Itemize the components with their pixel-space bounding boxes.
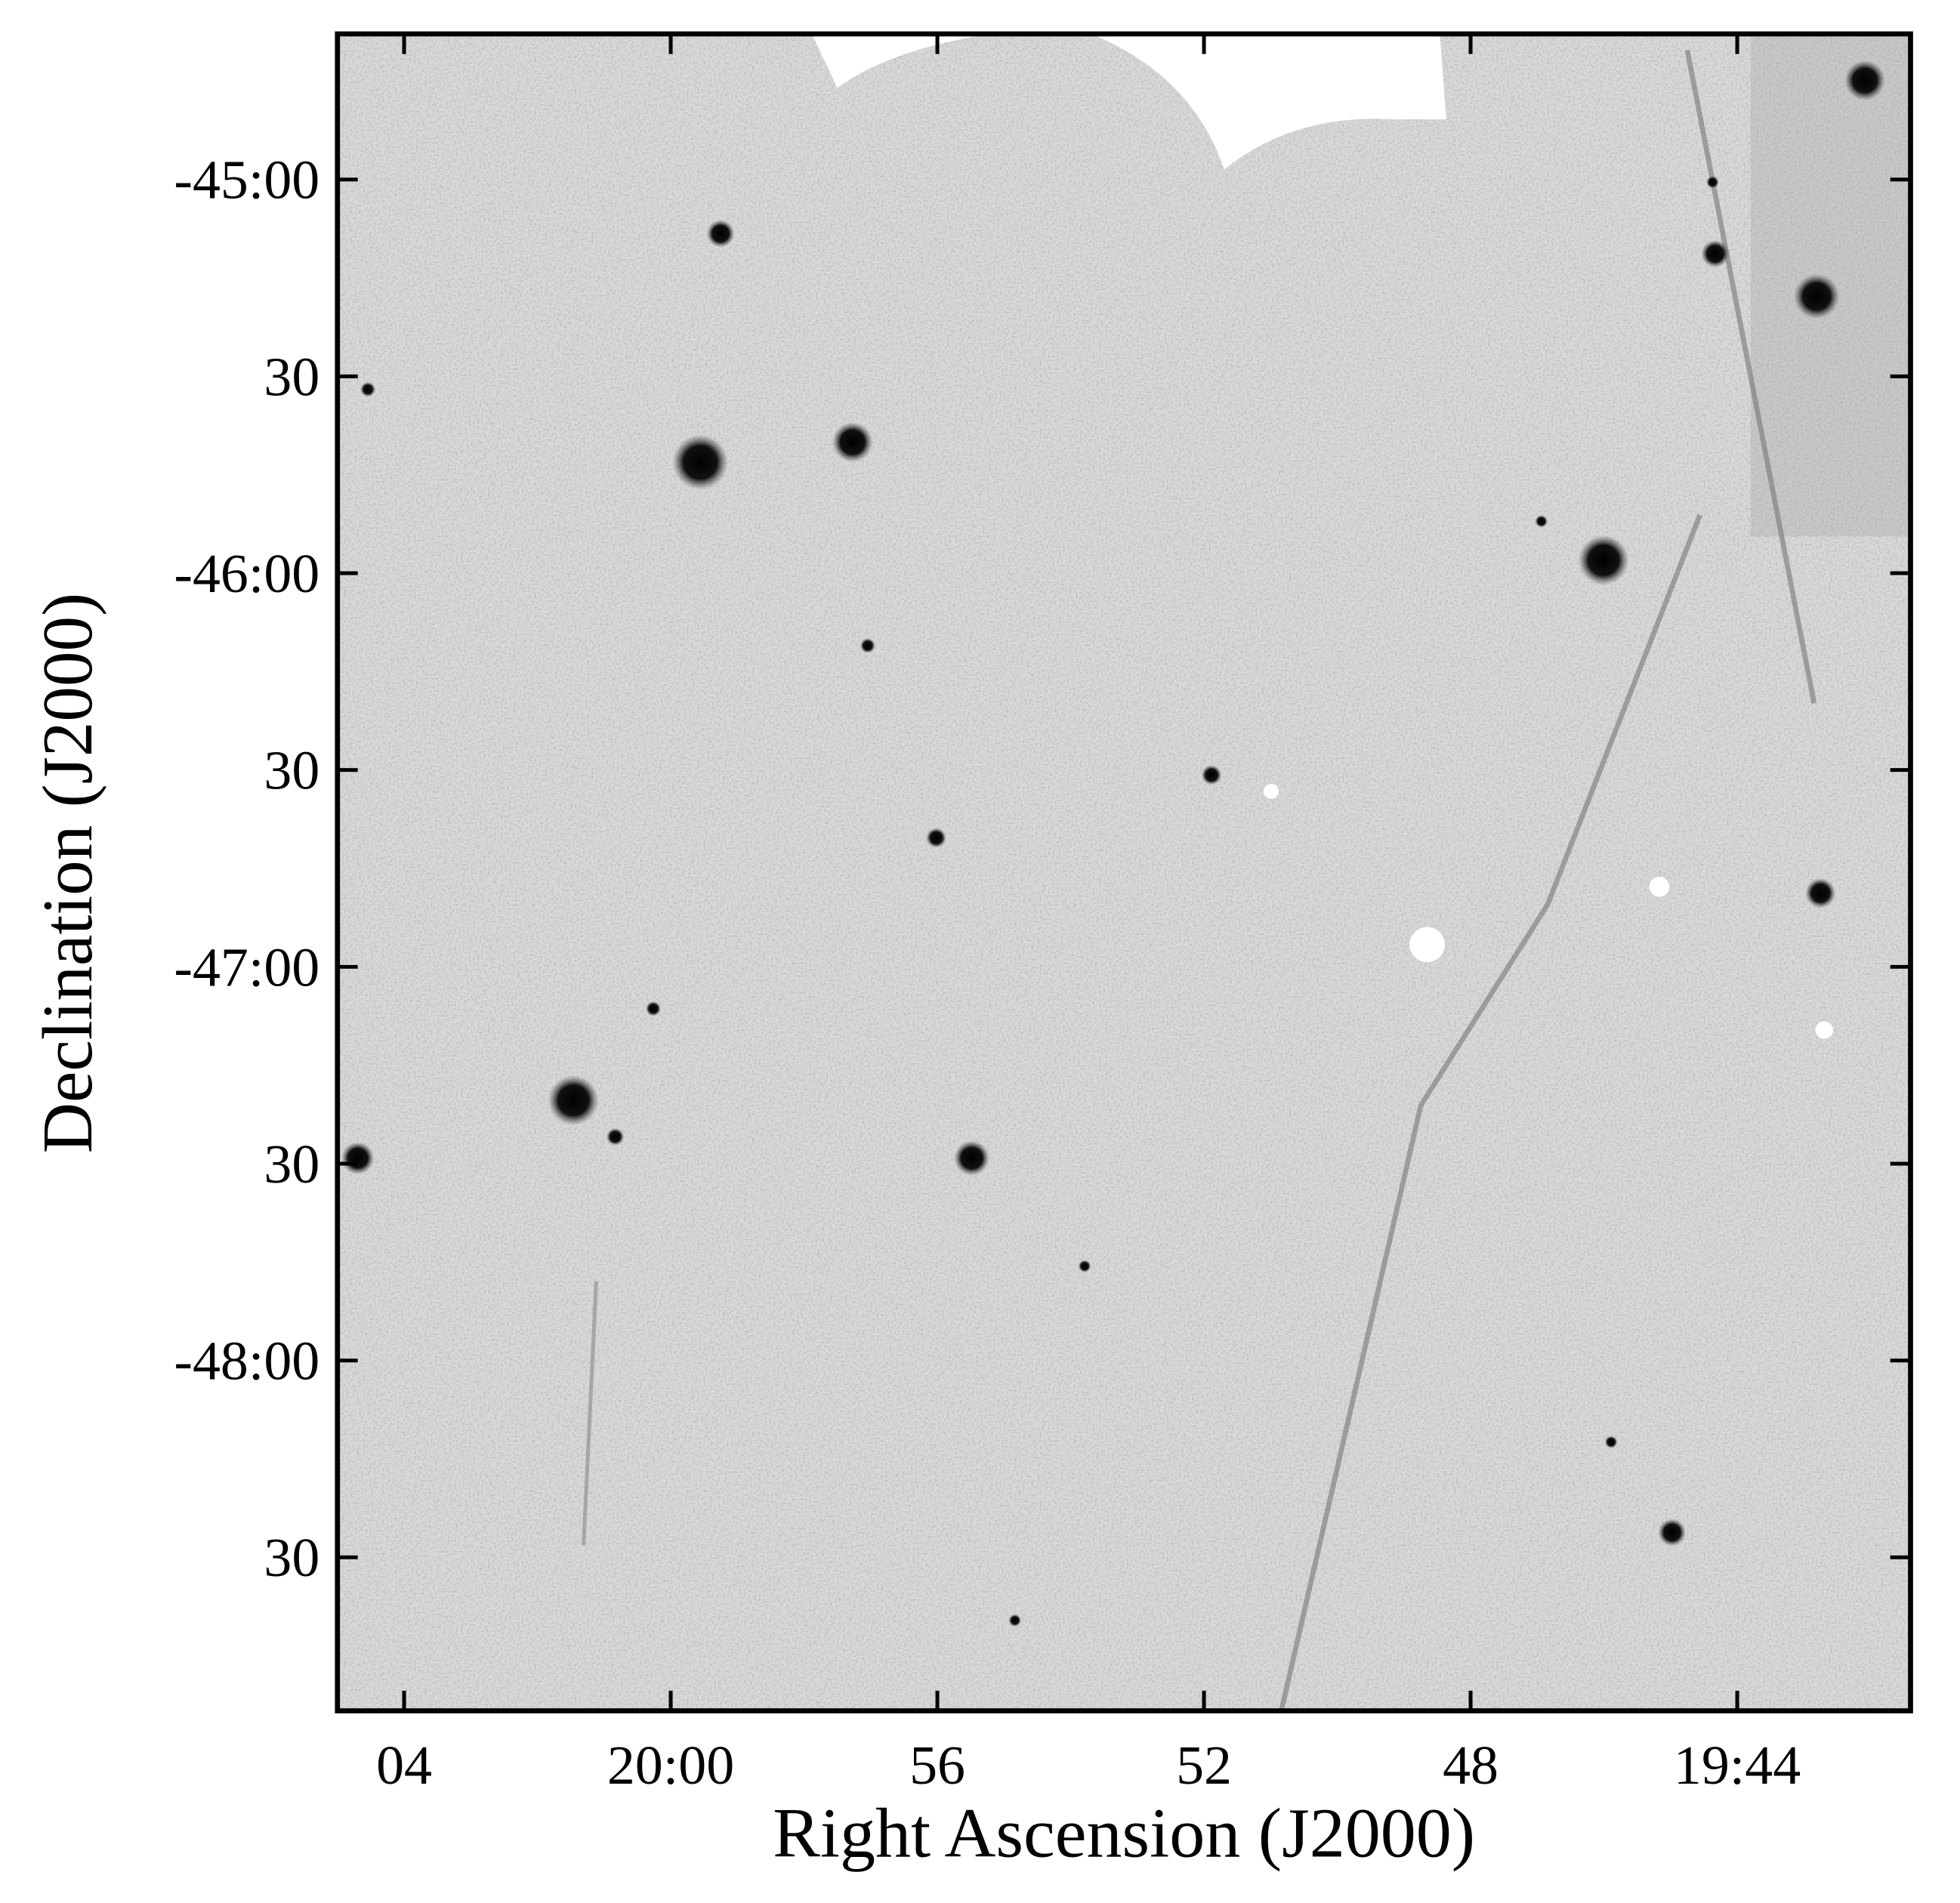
y-tick-label: 30 xyxy=(264,1133,319,1195)
y-tick-label: -46:00 xyxy=(174,542,319,604)
sky-image xyxy=(337,33,1911,1711)
y-axis-label: Declination (J2000) xyxy=(29,593,107,1153)
x-tick-label: 04 xyxy=(376,1734,432,1796)
x-tick-label: 56 xyxy=(909,1734,965,1796)
y-tick-label: -48:00 xyxy=(174,1330,319,1392)
y-tick-label: 30 xyxy=(264,346,319,408)
y-tick-label: 30 xyxy=(264,1526,319,1588)
x-tick-label: 20:00 xyxy=(607,1734,734,1796)
y-tick-label: -47:00 xyxy=(174,936,319,998)
y-tick-label: 30 xyxy=(264,739,319,801)
x-tick-label: 19:44 xyxy=(1674,1734,1801,1796)
plot-frame xyxy=(335,31,1913,1713)
y-tick-label: -45:00 xyxy=(174,149,319,211)
x-tick-label: 48 xyxy=(1443,1734,1499,1796)
x-axis-label: Right Ascension (J2000) xyxy=(773,1795,1475,1872)
x-tick-label: 52 xyxy=(1176,1734,1232,1796)
